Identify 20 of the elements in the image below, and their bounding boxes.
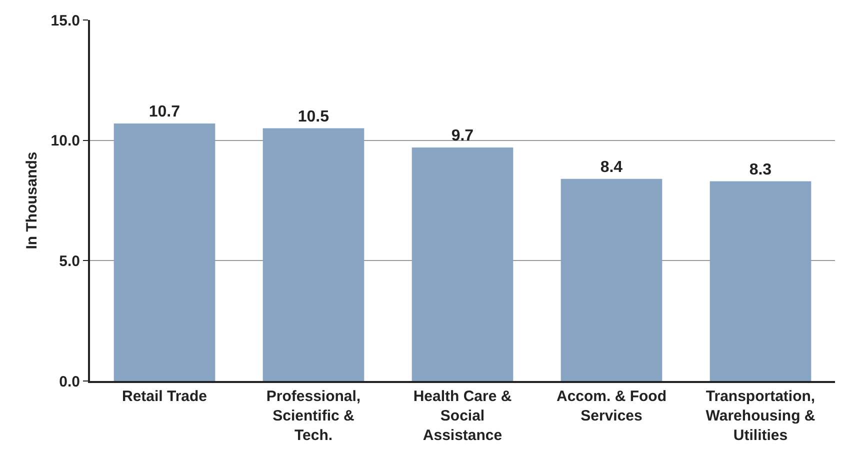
x-tick-label: Retail Trade [122,388,208,405]
data-label: 8.3 [749,161,772,178]
data-label: 10.7 [148,103,180,120]
bar [412,148,514,381]
y-tick-label: 5.0 [59,252,80,270]
x-tick-label: Transportation, Warehousing & Utilities [706,388,816,444]
bar [560,178,662,381]
bar [262,128,364,381]
y-axis-title: In Thousands [24,152,41,250]
bar [710,181,812,381]
data-label: 10.5 [298,108,330,126]
y-tick-label: 0.0 [59,373,80,390]
y-tick-label: 15.0 [50,12,80,30]
x-tick-label: Professional, Scientific & Tech. [266,388,361,444]
x-tick-label: Accom. & Food Services [556,388,667,424]
bar [114,123,216,381]
x-tick-label: Health Care & Social Assistance [413,388,512,444]
y-tick-label: 10.0 [50,132,80,150]
data-label: 9.7 [451,128,474,145]
data-label: 8.4 [600,158,623,176]
